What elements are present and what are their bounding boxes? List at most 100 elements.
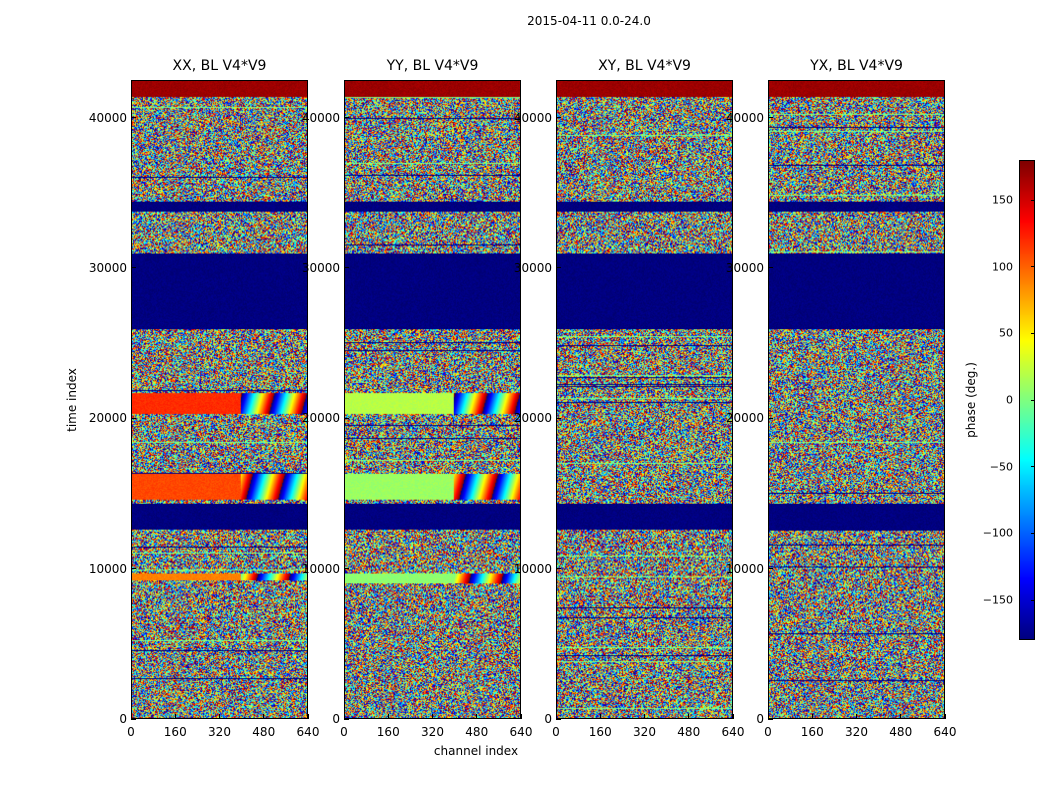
panel-title-xx: XX, BL V4*V9 [172, 58, 267, 74]
x-tick-label: 640 [933, 725, 957, 739]
x-tick-label: 160 [800, 725, 824, 739]
heatmap-image-xy [557, 81, 732, 718]
x-tick-mark [599, 714, 601, 719]
x-tick-label: 320 [421, 725, 444, 739]
colorbar-tick-label: −100 [982, 526, 1013, 540]
x-tick-mark [263, 714, 265, 719]
y-tick-label: 20000 [513, 411, 552, 426]
y-tick-mark [131, 718, 136, 720]
y-tick-mark [768, 718, 773, 720]
x-tick-mark [219, 714, 220, 719]
y-tick-mark [131, 267, 136, 269]
y-tick-mark [344, 568, 349, 570]
y-tick-mark [131, 568, 136, 570]
y-tick-label: 30000 [725, 260, 764, 275]
x-tick-label: 160 [376, 725, 400, 739]
x-tick-label: 640 [721, 725, 745, 739]
x-axis-label: channel index [433, 744, 519, 758]
x-tick-label: 480 [465, 725, 489, 739]
colorbar-tick-mark [1031, 399, 1035, 401]
y-tick-mark [556, 267, 561, 269]
heatmap-image-xx [132, 81, 307, 718]
heatmap-image-yy [345, 81, 520, 718]
x-tick-label: 320 [845, 725, 868, 739]
y-tick-mark [344, 117, 349, 119]
colorbar-tick-mark [1031, 466, 1035, 468]
x-tick-label: 480 [677, 725, 701, 739]
x-tick-label: 160 [588, 725, 612, 739]
y-tick-label: 10000 [725, 561, 764, 576]
y-tick-mark [344, 417, 349, 419]
colorbar-tick-mark [1031, 332, 1035, 334]
x-tick-mark [476, 714, 478, 719]
y-tick-mark [131, 117, 136, 119]
y-tick-mark [131, 417, 136, 419]
x-tick-mark [343, 714, 345, 719]
x-tick-mark [387, 714, 389, 719]
colorbar-tick-mark [1031, 532, 1035, 534]
y-tick-label: 10000 [513, 561, 552, 576]
y-tick-mark [768, 568, 773, 570]
x-tick-mark [555, 714, 557, 719]
y-tick-label: 40000 [725, 110, 764, 125]
x-tick-mark [130, 714, 132, 719]
colorbar-label: phase (deg.) [964, 362, 978, 438]
y-tick-mark [344, 718, 349, 720]
x-tick-label: 160 [163, 725, 187, 739]
x-tick-label: 0 [764, 725, 772, 739]
y-tick-mark [556, 568, 561, 570]
colorbar-tick-mark [1031, 266, 1035, 268]
x-tick-label: 640 [296, 725, 320, 739]
panel-title-xy: XY, BL V4*V9 [598, 58, 691, 74]
x-tick-mark [900, 714, 902, 719]
y-tick-mark [556, 718, 561, 720]
colorbar-tick-label: −50 [989, 460, 1013, 474]
y-tick-label: 40000 [88, 110, 127, 125]
colorbar-tick-label: 150 [992, 193, 1013, 207]
x-tick-mark [811, 714, 813, 719]
colorbar-tick-label: 100 [992, 260, 1013, 274]
y-tick-label: 30000 [301, 260, 340, 275]
y-tick-mark [344, 267, 349, 269]
x-tick-label: 320 [208, 725, 231, 739]
colorbar-tick-label: 0 [1006, 393, 1013, 407]
x-tick-label: 0 [127, 725, 135, 739]
colorbar-gradient [1020, 161, 1034, 639]
panel-title-yy: YY, BL V4*V9 [386, 58, 479, 74]
panel-title-yx: YX, BL V4*V9 [810, 58, 903, 74]
heatmap-image-yx [769, 81, 944, 718]
x-tick-mark [520, 714, 522, 719]
x-tick-label: 320 [633, 725, 656, 739]
y-tick-label: 30000 [88, 260, 127, 275]
y-tick-mark [768, 417, 773, 419]
x-tick-mark [856, 714, 857, 719]
y-tick-label: 10000 [88, 561, 127, 576]
y-tick-label: 20000 [88, 411, 127, 426]
x-tick-label: 0 [340, 725, 348, 739]
heatmap-panel-xx [131, 80, 308, 719]
y-tick-label: 30000 [513, 260, 552, 275]
y-tick-label: 20000 [301, 411, 340, 426]
y-tick-mark [556, 117, 561, 119]
y-tick-label: 0 [756, 712, 764, 726]
y-tick-label: 0 [332, 712, 340, 726]
y-tick-mark [768, 117, 773, 119]
x-tick-mark [432, 714, 433, 719]
x-tick-mark [644, 714, 645, 719]
x-tick-mark [688, 714, 690, 719]
colorbar-tick-mark [1031, 599, 1035, 601]
y-tick-label: 40000 [301, 110, 340, 125]
x-tick-mark [732, 714, 734, 719]
x-tick-mark [944, 714, 946, 719]
x-tick-mark [307, 714, 309, 719]
x-tick-label: 640 [509, 725, 533, 739]
y-axis-label: time index [65, 368, 79, 432]
x-tick-label: 480 [252, 725, 276, 739]
y-tick-label: 40000 [513, 110, 552, 125]
x-tick-mark [767, 714, 769, 719]
y-tick-label: 10000 [301, 561, 340, 576]
x-tick-label: 480 [889, 725, 913, 739]
heatmap-panel-xy [556, 80, 733, 719]
y-tick-mark [556, 417, 561, 419]
